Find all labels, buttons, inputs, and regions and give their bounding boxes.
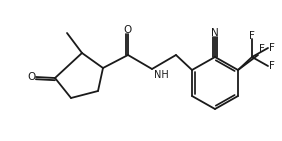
Text: F: F bbox=[269, 43, 275, 53]
Text: F: F bbox=[259, 44, 265, 54]
Text: O: O bbox=[124, 25, 132, 35]
Text: F: F bbox=[249, 31, 255, 41]
Text: F: F bbox=[269, 61, 275, 71]
Text: NH: NH bbox=[154, 70, 169, 81]
Text: N: N bbox=[211, 28, 219, 38]
Text: O: O bbox=[27, 72, 35, 82]
